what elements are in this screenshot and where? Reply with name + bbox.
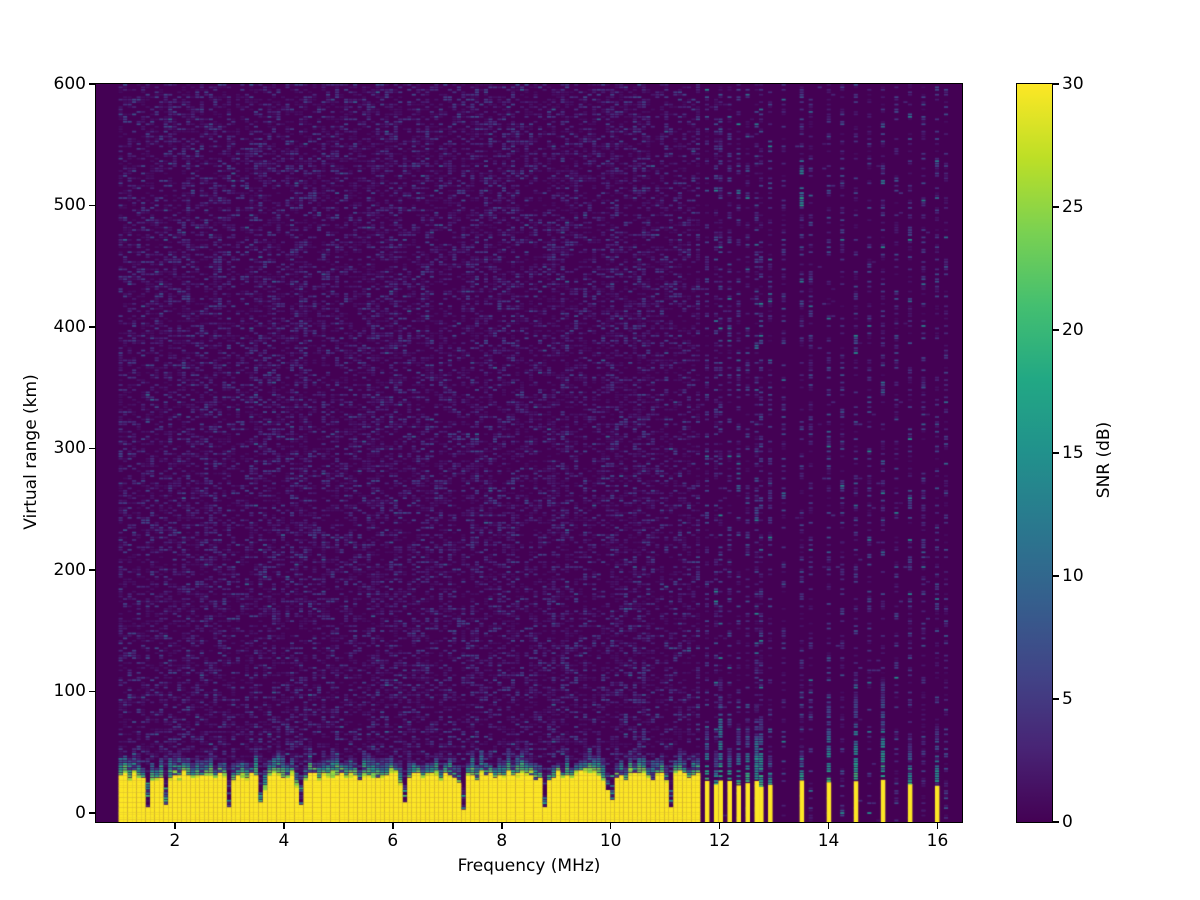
- colorbar-tick-label: 10: [1062, 566, 1084, 586]
- ionogram-heatmap: [96, 84, 962, 822]
- colorbar-tick-label: 5: [1062, 689, 1073, 709]
- x-tick-label: 16: [926, 831, 949, 851]
- y-tick-mark: [89, 569, 95, 571]
- x-tick-mark: [609, 823, 612, 829]
- y-tick-label: 500: [53, 195, 86, 216]
- colorbar-label: SNR (dB): [1094, 421, 1114, 499]
- x-tick-label: 4: [278, 831, 290, 851]
- y-tick-mark: [89, 83, 95, 85]
- x-tick-label: 6: [387, 831, 399, 851]
- colorbar-tick-label: 25: [1062, 197, 1084, 217]
- colorbar-tick-label: 30: [1062, 74, 1084, 94]
- y-axis-label: Virtual range (km): [21, 374, 41, 530]
- y-tick-mark: [89, 447, 95, 450]
- x-tick-mark: [936, 823, 939, 829]
- colorbar-tick-mark: [1053, 452, 1059, 454]
- x-tick-label: 14: [817, 831, 840, 851]
- y-tick-label: 200: [53, 559, 86, 580]
- x-tick-mark: [718, 823, 721, 829]
- colorbar-gradient: [1017, 84, 1052, 822]
- colorbar-tick-label: 20: [1062, 320, 1084, 340]
- y-tick-label: 600: [53, 74, 86, 94]
- x-axis-label: Frequency (MHz): [457, 856, 601, 876]
- x-tick-label: 8: [496, 831, 508, 851]
- x-tick-mark: [500, 823, 503, 829]
- colorbar-tick-label: 0: [1062, 812, 1073, 832]
- y-tick-mark: [89, 812, 95, 814]
- x-tick-mark: [174, 823, 176, 829]
- colorbar-tick-mark: [1053, 83, 1059, 85]
- y-tick-label: 0: [75, 802, 86, 823]
- colorbar: [1016, 83, 1053, 823]
- x-tick-mark: [827, 823, 830, 829]
- colorbar-tick-mark: [1053, 329, 1059, 331]
- colorbar-tick-label: 15: [1062, 443, 1084, 463]
- y-tick-mark: [89, 204, 95, 207]
- colorbar-tick-mark: [1053, 698, 1059, 700]
- y-tick-label: 400: [53, 316, 86, 337]
- x-tick-label: 10: [599, 831, 622, 851]
- plot-area: [95, 83, 963, 823]
- y-tick-label: 100: [53, 681, 86, 702]
- x-tick-label: 2: [169, 831, 181, 851]
- y-tick-mark: [89, 690, 95, 693]
- y-tick-label: 300: [53, 438, 86, 459]
- colorbar-tick-mark: [1053, 206, 1059, 208]
- x-tick-mark: [283, 823, 285, 829]
- x-tick-label: 12: [708, 831, 731, 851]
- x-tick-mark: [392, 823, 394, 829]
- y-tick-mark: [89, 326, 95, 328]
- colorbar-tick-mark: [1053, 821, 1059, 823]
- colorbar-tick-mark: [1053, 575, 1059, 577]
